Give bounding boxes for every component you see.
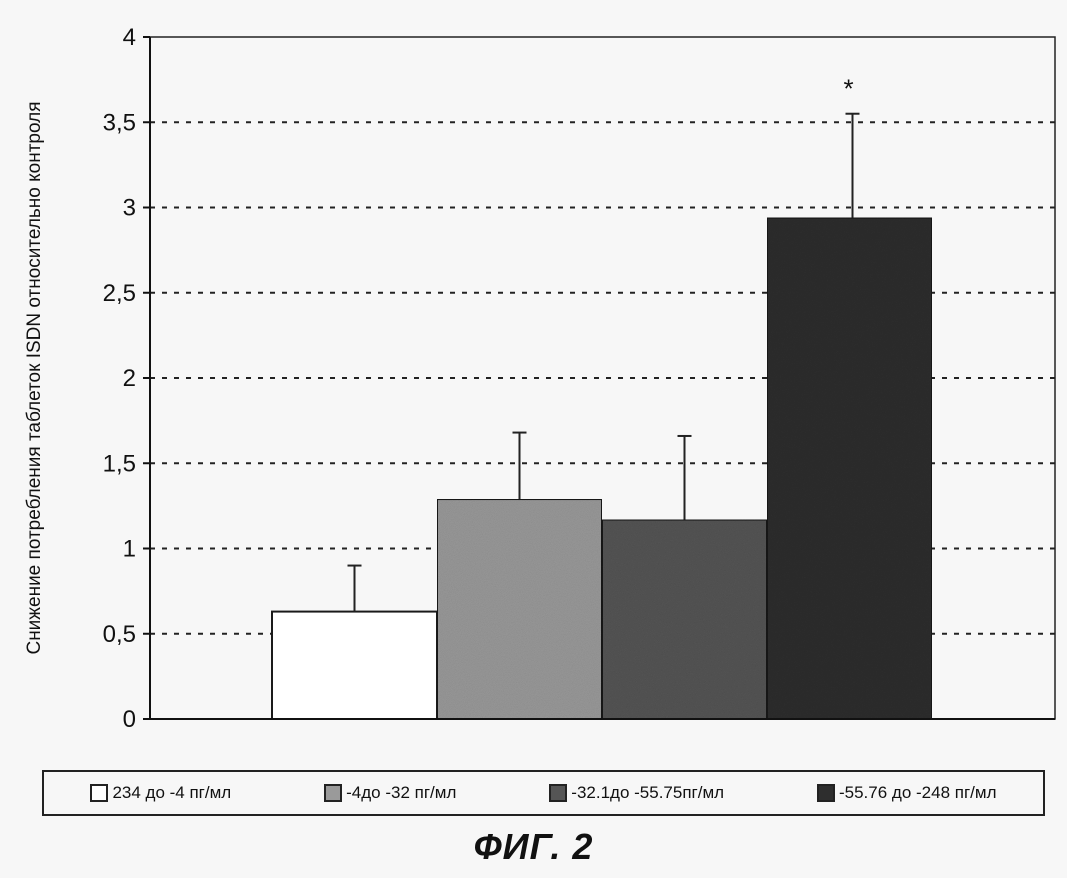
legend-swatch-dark bbox=[817, 784, 835, 802]
y-tick-label: 1 bbox=[123, 536, 136, 563]
y-tick-label: 2 bbox=[123, 365, 136, 392]
legend-item: 234 до -4 пг/мл bbox=[90, 783, 231, 803]
y-tick-label: 1,5 bbox=[103, 450, 136, 477]
figure-caption: ФИГ. 2 bbox=[0, 826, 1067, 868]
legend-label: -55.76 до -248 пг/мл bbox=[839, 783, 997, 803]
y-axis-ticks: 0 0,5 1 1,5 2 2,5 3 3,5 4 bbox=[103, 24, 150, 733]
legend-item: -4до -32 пг/мл bbox=[324, 783, 456, 803]
legend-label: -4до -32 пг/мл bbox=[346, 783, 456, 803]
legend-swatch-light bbox=[324, 784, 342, 802]
legend-item: -55.76 до -248 пг/мл bbox=[817, 783, 997, 803]
bar bbox=[602, 520, 767, 719]
legend-label: -32.1до -55.75пг/мл bbox=[571, 783, 724, 803]
y-axis-label: Снижение потребления таблеток ISDN относ… bbox=[24, 101, 45, 654]
legend-swatch-white bbox=[90, 784, 108, 802]
y-tick-label: 0 bbox=[123, 706, 136, 733]
legend-swatch-mid bbox=[549, 784, 567, 802]
significance-marker: * bbox=[843, 74, 853, 104]
legend-label: 234 до -4 пг/мл bbox=[112, 783, 231, 803]
y-tick-label: 4 bbox=[123, 24, 136, 51]
y-tick-label: 3 bbox=[123, 195, 136, 222]
bar bbox=[272, 612, 437, 719]
bar bbox=[437, 499, 602, 719]
legend: 234 до -4 пг/мл -4до -32 пг/мл -32.1до -… bbox=[42, 770, 1045, 816]
y-tick-label: 0,5 bbox=[103, 621, 136, 648]
bar bbox=[767, 218, 932, 719]
legend-item: -32.1до -55.75пг/мл bbox=[549, 783, 724, 803]
annotations: * bbox=[843, 74, 853, 104]
y-tick-label: 3,5 bbox=[103, 109, 136, 136]
bar-chart: 0 0,5 1 1,5 2 2,5 3 3,5 4 * Снижение потребления… bbox=[0, 0, 1067, 765]
y-tick-label: 2,5 bbox=[103, 280, 136, 307]
